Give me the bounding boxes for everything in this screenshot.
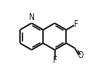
Text: O: O	[77, 51, 83, 60]
Text: F: F	[52, 56, 56, 65]
Text: F: F	[74, 20, 78, 29]
Text: N: N	[29, 13, 34, 22]
